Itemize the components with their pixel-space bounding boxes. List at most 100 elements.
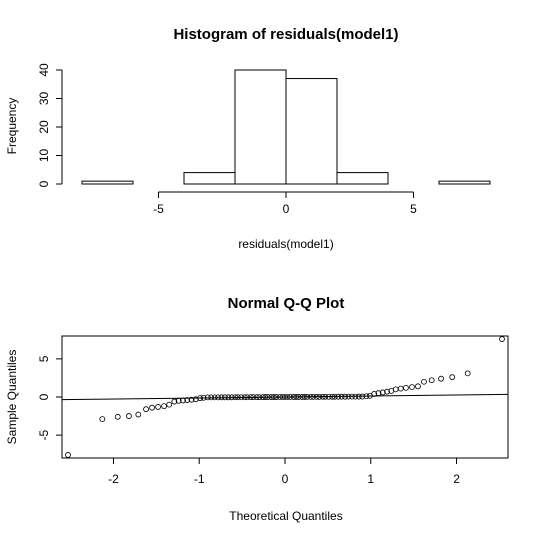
qq-point [264, 394, 271, 400]
histogram-y-axis: 0 10 20 30 40 [37, 63, 63, 187]
qq-point [161, 403, 167, 410]
qq-point [403, 384, 409, 391]
histogram-y-tick-label: 40 [37, 63, 51, 77]
qq-point [234, 394, 241, 401]
qq-x-tick-label: -2 [108, 472, 119, 486]
qq-point [135, 411, 142, 418]
qq-point [355, 393, 362, 400]
qq-point [342, 393, 348, 400]
qq-point [345, 393, 352, 400]
qq-title: Normal Q-Q Plot [228, 295, 345, 312]
qq-point [250, 394, 257, 401]
qq-point [415, 383, 421, 390]
qq-point [352, 393, 359, 400]
qq-y-label: Sample Quantiles [5, 350, 19, 445]
qq-point [359, 393, 366, 400]
qq-point [316, 393, 323, 400]
qq-point [175, 397, 182, 404]
qq-point [270, 394, 277, 400]
qq-y-axis: -5 0 5 [37, 355, 63, 440]
qq-point [284, 394, 291, 400]
qq-point [331, 393, 338, 400]
histogram-x-label: residuals(model1) [238, 237, 333, 251]
qq-point [409, 384, 415, 390]
qq-point [310, 393, 317, 400]
histogram-y-tick-label: 0 [37, 180, 51, 187]
qq-point [171, 398, 178, 405]
histogram-y-tick-label: 20 [37, 120, 51, 134]
qq-point [304, 393, 311, 400]
qq-x-tick-label: 2 [453, 472, 460, 486]
qq-point [307, 393, 314, 400]
histogram-bar [336, 172, 389, 185]
qq-point [253, 394, 260, 401]
qq-point [238, 394, 245, 401]
qq-point [273, 394, 280, 400]
qq-point [428, 377, 435, 384]
histogram-x-tick-label: 5 [410, 202, 417, 216]
qq-point [208, 394, 215, 401]
qq-y-tick-label: -5 [37, 429, 51, 440]
qq-point [180, 397, 186, 404]
qq-x-axis: -2 -1 0 1 2 [108, 457, 460, 486]
qq-point [166, 401, 173, 408]
qq-point [384, 388, 390, 395]
histogram-bar [81, 180, 134, 185]
qq-x-tick-label: 1 [367, 472, 374, 486]
qq-y-tick-label: 0 [37, 393, 51, 400]
qq-point [65, 452, 71, 458]
qq-point [200, 394, 207, 401]
qq-point [335, 393, 342, 400]
qq-point [247, 394, 254, 401]
qq-point [371, 391, 378, 397]
qq-point [192, 396, 199, 403]
histogram-bar [183, 172, 236, 185]
qq-point [363, 393, 370, 400]
qq-point [421, 378, 427, 385]
histogram-x-tick-label: 0 [283, 202, 290, 216]
qq-point [319, 393, 326, 400]
histogram-bar [234, 69, 287, 185]
qq-point [241, 394, 248, 401]
qq-point [322, 393, 329, 400]
qq-point [375, 390, 382, 397]
qq-point [222, 394, 228, 401]
qq-point [228, 394, 235, 401]
qq-point [313, 393, 320, 400]
qq-panel: Normal Q-Q Plot -2 -1 0 1 2 -5 0 5 Theoretical… [5, 295, 509, 523]
qq-point [256, 394, 263, 401]
qq-point [99, 416, 106, 423]
qq-point [143, 406, 149, 413]
histogram-x-axis: -5 0 5 [153, 191, 417, 216]
qq-point [262, 394, 269, 400]
qq-point [244, 394, 251, 401]
qq-point [188, 396, 195, 403]
qq-point [438, 375, 445, 382]
histogram-x-tick-label: -5 [153, 202, 164, 216]
histogram-y-tick-label: 30 [37, 92, 51, 106]
qq-point [293, 394, 300, 400]
qq-point [155, 404, 161, 410]
qq-point [184, 397, 191, 403]
qq-point [218, 394, 225, 401]
qq-point [449, 374, 456, 381]
qq-point [125, 413, 132, 419]
qq-point [114, 413, 121, 420]
qq-x-label: Theoretical Quantiles [229, 509, 342, 523]
qq-x-tick-label: 0 [282, 472, 289, 486]
qq-point [204, 394, 211, 401]
histogram-bars [81, 69, 491, 185]
histogram-y-label: Frequency [5, 98, 19, 155]
qq-point [338, 393, 345, 400]
qq-point [197, 395, 203, 402]
qq-point [329, 393, 336, 400]
qq-y-tick-label: 5 [37, 355, 51, 362]
qq-point [325, 393, 332, 400]
qq-point [225, 394, 232, 401]
qq-point [464, 370, 471, 377]
qq-point [301, 394, 308, 400]
qq-point [295, 394, 302, 400]
qq-point [397, 385, 404, 392]
